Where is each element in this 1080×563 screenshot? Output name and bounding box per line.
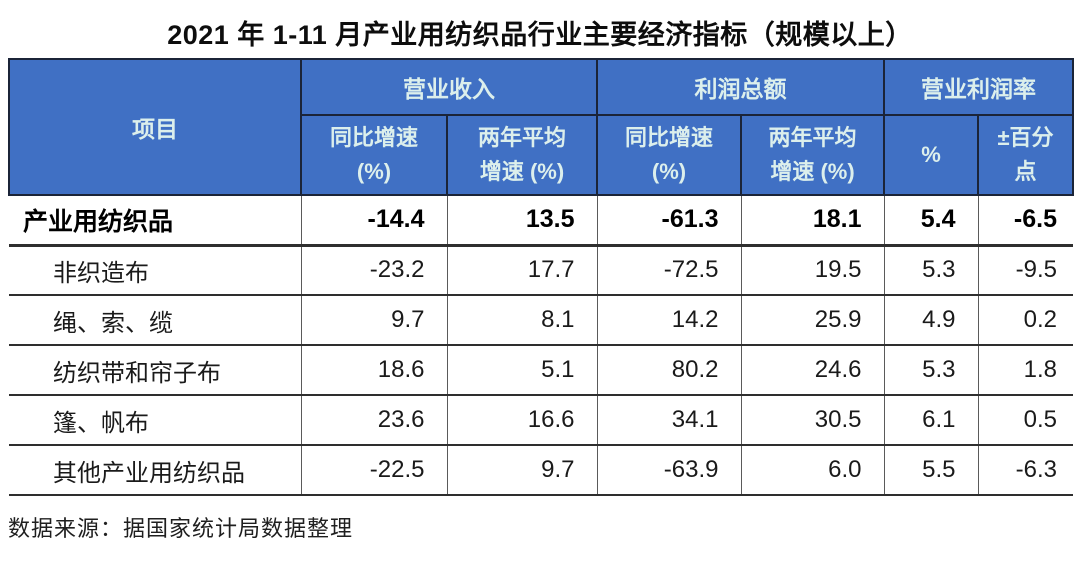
value-cell: 1.8 [977,344,1073,395]
value-cell: 34.1 [596,394,742,445]
value-cell: 18.6 [300,344,448,395]
header-sub-margin-pp-change: ±百分 点 [977,114,1074,196]
header-item: 项目 [8,58,302,196]
value-cell: 5.5 [883,444,979,496]
table-header: 项目 营业收入 利润总额 营业利润率 同比增速 (%) 两年平均 增速 (%) … [8,58,1074,196]
table-row: 产业用纺织品 -14.4 13.5 -61.3 18.1 5.4 -6.5 [9,194,1073,247]
value-cell: 5.3 [883,244,979,295]
table-body: 产业用纺织品 -14.4 13.5 -61.3 18.1 5.4 -6.5 非织造布 -23.2… [9,194,1073,496]
table-row: 非织造布 -23.2 17.7 -72.5 19.5 5.3 -9.5 [9,244,1073,295]
value-cell: -23.2 [300,244,448,295]
value-cell: 25.9 [740,294,885,345]
value-cell: -14.4 [300,194,448,247]
value-cell: 19.5 [740,244,885,295]
header-sub-profit-yoy: 同比增速 (%) [596,114,742,196]
value-cell: -63.9 [596,444,742,496]
value-cell: 0.5 [977,394,1073,445]
value-cell: 9.7 [446,444,598,496]
value-cell: -9.5 [977,244,1073,295]
value-cell: -72.5 [596,244,742,295]
table-row: 纺织带和帘子布 18.6 5.1 80.2 24.6 5.3 1.8 [9,344,1073,395]
value-cell: 16.6 [446,394,598,445]
value-cell: 9.7 [300,294,448,345]
page-title: 2021 年 1-11 月产业用纺织品行业主要经济指标（规模以上） [167,20,913,50]
table-row: 其他产业用纺织品 -22.5 9.7 -63.9 6.0 5.5 -6.3 [9,444,1073,496]
value-cell: -61.3 [596,194,742,247]
value-cell: 80.2 [596,344,742,395]
value-cell: 6.0 [740,444,885,496]
value-cell: -22.5 [300,444,448,496]
row-label: 其他产业用纺织品 [9,444,302,496]
value-cell: 14.2 [596,294,742,345]
value-cell: 5.3 [883,344,979,395]
value-cell: 24.6 [740,344,885,395]
value-cell: 5.1 [446,344,598,395]
value-cell: 8.1 [446,294,598,345]
value-cell: 5.4 [883,194,979,247]
row-label: 非织造布 [9,244,302,295]
value-cell: -6.5 [977,194,1073,247]
value-cell: 30.5 [740,394,885,445]
value-cell: 13.5 [446,194,598,247]
value-cell: 0.2 [977,294,1073,345]
row-label: 纺织带和帘子布 [9,344,302,395]
value-cell: 4.9 [883,294,979,345]
header-sub-revenue-yoy: 同比增速 (%) [300,114,448,196]
data-source: 数据来源：据国家统计局数据整理 [8,516,354,541]
header-group-operating-revenue: 营业收入 [300,58,598,116]
row-label: 篷、帆布 [9,394,302,445]
value-cell: 18.1 [740,194,885,247]
table-row: 篷、帆布 23.6 16.6 34.1 30.5 6.1 0.5 [9,394,1073,445]
row-label: 绳、索、缆 [9,294,302,345]
table-row: 绳、索、缆 9.7 8.1 14.2 25.9 4.9 0.2 [9,294,1073,345]
value-cell: -6.3 [977,444,1073,496]
header-group-operating-margin: 营业利润率 [883,58,1074,116]
value-cell: 17.7 [446,244,598,295]
header-sub-revenue-2yr-avg: 两年平均 增速 (%) [446,114,598,196]
value-cell: 23.6 [300,394,448,445]
header-sub-profit-2yr-avg: 两年平均 增速 (%) [740,114,885,196]
header-sub-margin-percent: % [883,114,979,196]
row-label: 产业用纺织品 [9,194,302,247]
header-group-total-profit: 利润总额 [596,58,885,116]
value-cell: 6.1 [883,394,979,445]
indicators-table: 项目 营业收入 利润总额 营业利润率 同比增速 (%) 两年平均 增速 (%) … [8,58,1074,496]
